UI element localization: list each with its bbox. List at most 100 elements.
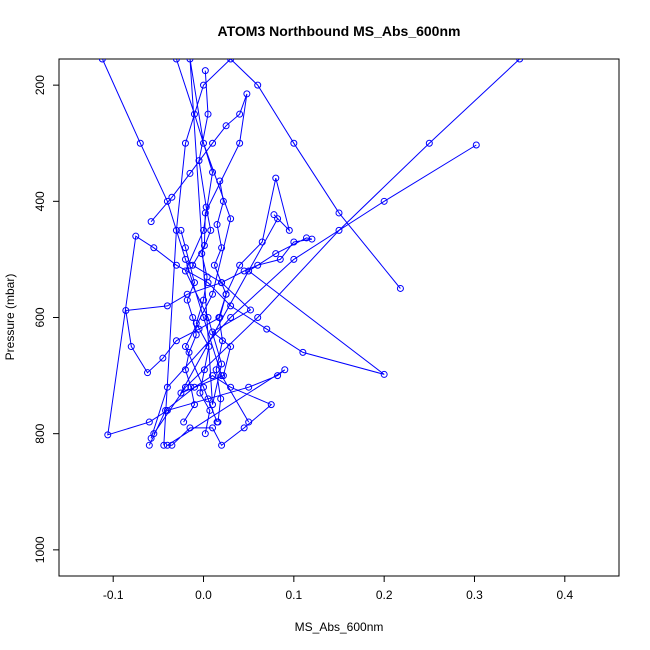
data-point	[181, 366, 189, 374]
data-point	[145, 418, 153, 426]
data-point	[203, 273, 211, 281]
data-point	[218, 441, 226, 449]
data-point	[209, 424, 217, 432]
data-point	[200, 366, 208, 374]
data-point	[177, 226, 185, 234]
plot-frame	[58, 58, 620, 577]
y-axis-label: Pressure (mbar)	[3, 274, 17, 361]
data-point	[290, 255, 298, 263]
data-point	[200, 296, 208, 304]
series-line	[150, 144, 477, 439]
data-point	[150, 430, 158, 438]
y-tick-label: 800	[33, 423, 47, 443]
data-point	[190, 383, 198, 391]
data-point	[227, 59, 235, 63]
data-point	[172, 59, 180, 63]
data-point	[380, 370, 388, 378]
y-axis: 200 400 600 800 1000	[33, 75, 59, 563]
data-point	[163, 302, 171, 310]
data-point	[181, 267, 189, 275]
data-point	[218, 279, 226, 287]
data-point	[272, 250, 280, 258]
data-point	[335, 209, 343, 217]
x-tick-label: 0.2	[376, 588, 393, 602]
series-line	[195, 70, 212, 434]
data-point	[245, 418, 253, 426]
x-tick-label: 0.0	[195, 588, 212, 602]
data-point	[290, 238, 298, 246]
data-point	[186, 169, 194, 177]
data-point	[127, 343, 135, 351]
data-point	[396, 284, 404, 292]
data-point	[214, 418, 222, 426]
data-point	[185, 348, 193, 356]
x-axis: -0.1 0.0 0.1 0.2 0.3 0.4	[103, 576, 573, 602]
data-point	[236, 261, 244, 269]
data-point	[206, 406, 214, 414]
y-tick-label: 600	[33, 307, 47, 327]
data-point	[163, 441, 171, 449]
data-point	[272, 174, 280, 182]
data-point	[204, 395, 212, 403]
data-point	[207, 226, 215, 234]
data-point	[222, 122, 230, 130]
data-point	[472, 141, 480, 149]
data-point	[181, 244, 189, 252]
x-tick-label: 0.1	[285, 588, 302, 602]
data-point	[245, 383, 253, 391]
data-point	[209, 401, 217, 409]
data-point	[380, 197, 388, 205]
data-point	[209, 328, 217, 336]
data-point	[177, 389, 185, 397]
data-point	[172, 261, 180, 269]
data-point	[236, 139, 244, 147]
data-point	[189, 314, 197, 321]
data-point	[276, 255, 284, 263]
data-point	[195, 325, 203, 333]
data-point	[227, 302, 235, 310]
data-point	[98, 59, 106, 63]
data-point	[213, 221, 221, 229]
data-point	[227, 215, 235, 223]
data-point	[227, 314, 235, 321]
x-tick-label: 0.4	[556, 588, 573, 602]
data-point	[190, 401, 198, 409]
series-line	[153, 59, 520, 434]
data-point	[212, 366, 220, 374]
data-point	[186, 424, 194, 432]
x-tick-label: -0.1	[103, 588, 124, 602]
data-point	[201, 430, 209, 438]
data-point	[245, 267, 253, 275]
data-point	[145, 441, 153, 449]
data-point	[163, 197, 171, 205]
data-point	[122, 307, 130, 315]
data-point	[159, 354, 167, 362]
data-point	[219, 197, 227, 205]
data-point	[198, 250, 206, 258]
series-line	[180, 230, 197, 423]
data-point	[218, 337, 226, 345]
data-point	[263, 325, 271, 333]
data-point	[209, 168, 217, 176]
data-point	[240, 267, 248, 275]
y-tick-label: 1000	[33, 536, 47, 563]
data-point	[144, 369, 152, 377]
data-point	[168, 193, 176, 201]
data-point	[209, 372, 217, 380]
data-point	[215, 314, 223, 321]
data-point	[209, 139, 217, 147]
data-point	[299, 348, 307, 356]
data-point	[200, 226, 208, 234]
data-point	[192, 319, 200, 327]
data-point	[285, 226, 293, 234]
data-point	[200, 241, 208, 249]
series-line	[101, 59, 250, 423]
data-point	[270, 211, 278, 219]
data-point	[209, 290, 217, 298]
data-point	[190, 110, 198, 118]
data-point	[163, 383, 171, 391]
data-point	[274, 372, 282, 380]
data-point	[204, 110, 212, 118]
plot-area	[98, 59, 524, 449]
data-point	[204, 314, 212, 321]
